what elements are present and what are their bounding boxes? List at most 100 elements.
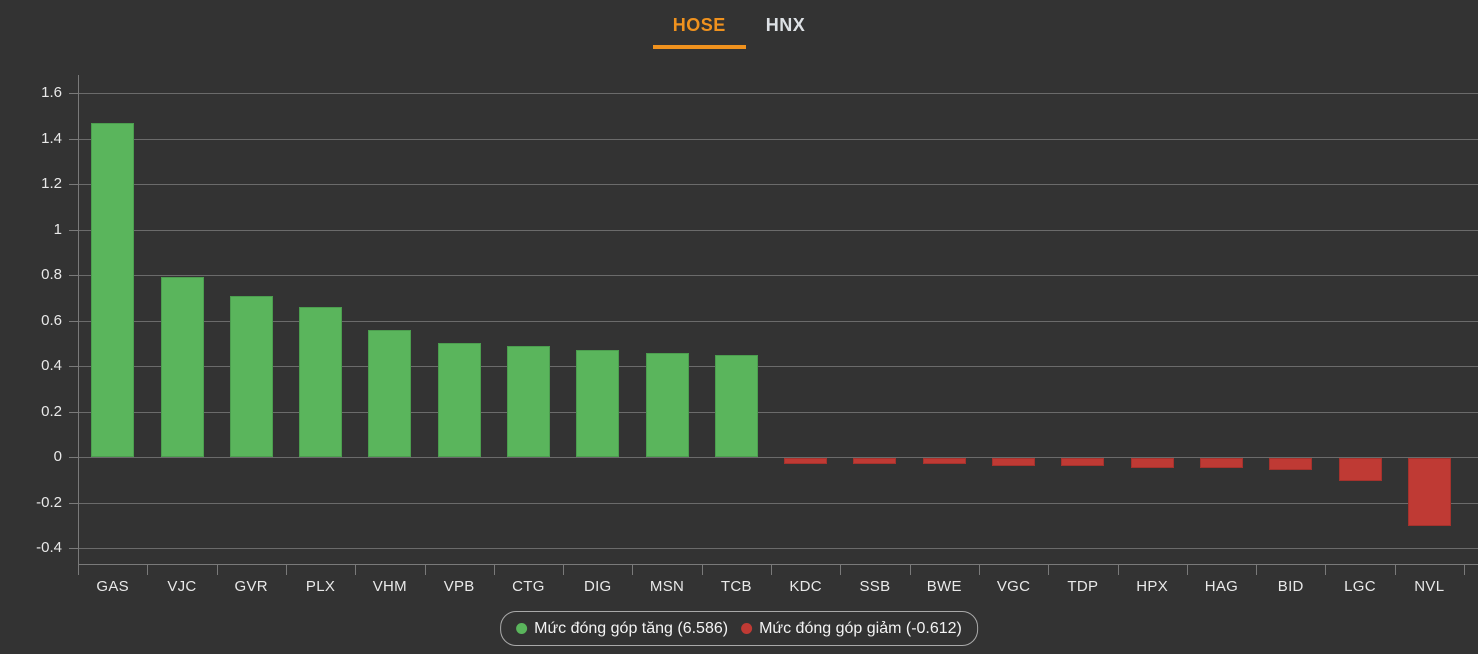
- bar-HAG[interactable]: [1200, 458, 1243, 469]
- bar-VGC[interactable]: [992, 458, 1035, 467]
- x-axis-tick: [1186, 564, 1188, 575]
- x-axis-label-VGC: VGC: [996, 578, 1031, 595]
- y-axis-tick-label: 0.8: [41, 266, 62, 284]
- bar-LGC[interactable]: [1338, 458, 1382, 482]
- x-axis-label-PLX: PLX: [305, 578, 336, 595]
- gridline: [78, 366, 1478, 368]
- y-axis-tick: [69, 229, 78, 231]
- bar-VJC[interactable]: [160, 277, 204, 458]
- gridline: [78, 320, 1478, 322]
- x-axis-tick: [285, 564, 287, 575]
- bar-VPB[interactable]: [437, 343, 481, 458]
- x-axis-tick: [147, 564, 149, 575]
- x-axis-label-HPX: HPX: [1136, 578, 1169, 595]
- y-axis-tick-label: 1.6: [41, 84, 62, 102]
- x-axis-label-GVR: GVR: [234, 578, 268, 595]
- x-axis-label-TDP: TDP: [1067, 578, 1099, 595]
- tab-hose[interactable]: HOSE: [652, 0, 746, 49]
- y-axis-tick: [69, 366, 78, 368]
- red-dot-icon: [741, 623, 753, 634]
- x-axis-label-SSB: SSB: [859, 578, 891, 595]
- x-axis-tick: [1117, 564, 1119, 575]
- y-axis-tick-label: 0.6: [41, 311, 62, 329]
- bar-PLX[interactable]: [299, 307, 342, 458]
- x-axis-label-VPB: VPB: [443, 578, 475, 595]
- y-axis-tick-label: 1.4: [41, 129, 62, 147]
- y-axis-tick-label: 0.4: [41, 357, 62, 375]
- y-axis-tick-label: 0: [53, 448, 62, 466]
- x-axis-label-BID: BID: [1277, 578, 1304, 595]
- gridline: [78, 138, 1478, 140]
- y-axis-tick: [69, 320, 78, 322]
- y-axis-tick-label: -0.4: [36, 539, 62, 557]
- y-axis-tick-label: 1.2: [41, 175, 62, 193]
- x-axis-label-TCB: TCB: [720, 578, 752, 595]
- x-axis-tick: [909, 564, 911, 575]
- bar-TDP[interactable]: [1061, 458, 1105, 467]
- x-axis-line: [78, 564, 1478, 565]
- x-axis-tick: [493, 564, 495, 575]
- x-axis-tick: [1464, 564, 1465, 575]
- bar-DIG[interactable]: [576, 350, 620, 458]
- tab-hnx[interactable]: HNX: [765, 15, 806, 35]
- gridline: [78, 502, 1478, 504]
- x-axis-tick: [1256, 564, 1258, 575]
- green-dot-icon: [516, 623, 528, 634]
- x-axis-label-MSN: MSN: [649, 578, 685, 595]
- bar-CTG[interactable]: [506, 345, 550, 458]
- bar-HPX[interactable]: [1130, 458, 1174, 468]
- x-axis-label-VJC: VJC: [167, 578, 197, 595]
- legend-label-negative: Mức đóng góp giảm (-0.612): [759, 619, 962, 637]
- x-axis-label-BWE: BWE: [926, 578, 962, 595]
- x-axis-tick: [978, 564, 980, 575]
- y-axis-tick-label: -0.2: [36, 493, 62, 511]
- bar-KDC[interactable]: [784, 458, 828, 464]
- x-axis-label-NVL: NVL: [1414, 578, 1445, 595]
- y-axis-tick: [69, 457, 78, 459]
- y-axis-tick: [69, 502, 78, 504]
- x-axis-tick: [632, 564, 634, 575]
- gridline: [78, 184, 1478, 186]
- y-axis-tick: [69, 411, 78, 413]
- y-axis-tick: [69, 275, 78, 277]
- x-axis-tick: [701, 564, 703, 575]
- bar-NVL[interactable]: [1407, 458, 1451, 527]
- x-axis-tick: [424, 564, 426, 575]
- x-axis-label-HAG: HAG: [1204, 578, 1239, 595]
- x-axis-tick: [840, 564, 842, 575]
- y-axis-tick: [69, 138, 78, 140]
- bar-TCB[interactable]: [714, 354, 758, 458]
- gridline: [78, 275, 1478, 277]
- y-axis-tick-label: 1: [53, 220, 62, 238]
- bar-MSN[interactable]: [645, 352, 689, 458]
- y-axis-line: [78, 75, 79, 575]
- bar-GAS[interactable]: [91, 122, 135, 458]
- legend-item-positive[interactable]: Mức đóng góp tăng (6.586): [516, 620, 728, 638]
- x-axis-tick: [1325, 564, 1327, 575]
- x-axis-tick: [355, 564, 357, 575]
- x-axis-tick: [78, 564, 79, 575]
- gridline: [78, 548, 1478, 550]
- x-axis-label-LGC: LGC: [1344, 578, 1376, 595]
- gridline: [78, 229, 1478, 231]
- legend-label-positive: Mức đóng góp tăng (6.586): [534, 619, 729, 637]
- x-axis-tick: [216, 564, 218, 575]
- x-axis-tick: [771, 564, 772, 575]
- x-axis-tick: [1048, 564, 1050, 575]
- gridline: [78, 457, 1478, 459]
- bar-GVR[interactable]: [229, 295, 273, 458]
- y-axis-tick-label: 0.2: [41, 402, 62, 420]
- bar-BID[interactable]: [1269, 458, 1313, 471]
- x-axis-tick: [1394, 564, 1396, 575]
- bar-SSB[interactable]: [853, 458, 897, 465]
- x-axis-label-KDC: KDC: [789, 578, 822, 595]
- gridline: [78, 411, 1478, 413]
- chart-legend: Mức đóng góp tăng (6.586) Mức đóng góp g…: [500, 611, 978, 646]
- y-axis-tick: [69, 548, 78, 550]
- legend-item-negative[interactable]: Mức đóng góp giảm (-0.612): [741, 620, 962, 638]
- bar-BWE[interactable]: [922, 458, 966, 465]
- bar-VHM[interactable]: [368, 329, 412, 458]
- x-axis-label-VHM: VHM: [372, 578, 407, 595]
